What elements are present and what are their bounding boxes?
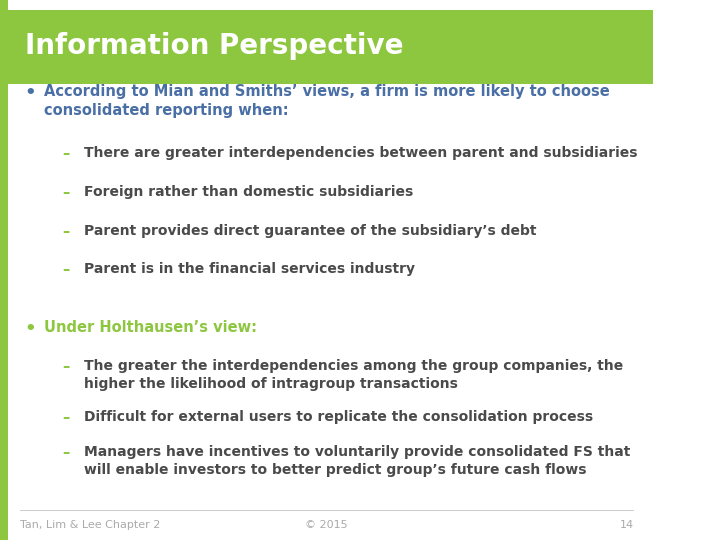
Text: –: – (62, 359, 69, 374)
Text: 14: 14 (619, 520, 634, 530)
Text: –: – (62, 262, 69, 278)
Text: Parent is in the financial services industry: Parent is in the financial services indu… (84, 262, 415, 276)
Text: Under Holthausen’s view:: Under Holthausen’s view: (45, 320, 258, 335)
Text: Information Perspective: Information Perspective (24, 32, 403, 60)
Text: Tan, Lim & Lee Chapter 2: Tan, Lim & Lee Chapter 2 (19, 520, 160, 530)
Text: –: – (62, 146, 69, 161)
Text: –: – (62, 410, 69, 426)
Text: Parent provides direct guarantee of the subsidiary’s debt: Parent provides direct guarantee of the … (84, 224, 536, 238)
Text: Foreign rather than domestic subsidiaries: Foreign rather than domestic subsidiarie… (84, 185, 413, 199)
Text: According to Mian and Smiths’ views, a firm is more likely to choose
consolidate: According to Mian and Smiths’ views, a f… (45, 84, 610, 118)
FancyBboxPatch shape (0, 0, 8, 540)
Text: •: • (24, 84, 37, 102)
FancyBboxPatch shape (0, 0, 653, 84)
Text: © 2015: © 2015 (305, 520, 348, 530)
Text: –: – (62, 224, 69, 239)
Text: •: • (24, 320, 37, 338)
Text: There are greater interdependencies between parent and subsidiaries: There are greater interdependencies betw… (84, 146, 637, 160)
FancyBboxPatch shape (0, 0, 653, 10)
Text: Managers have incentives to voluntarily provide consolidated FS that
will enable: Managers have incentives to voluntarily … (84, 446, 630, 477)
Text: –: – (62, 185, 69, 200)
Text: –: – (62, 446, 69, 461)
Text: The greater the interdependencies among the group companies, the
higher the like: The greater the interdependencies among … (84, 359, 623, 391)
Text: Difficult for external users to replicate the consolidation process: Difficult for external users to replicat… (84, 410, 593, 424)
